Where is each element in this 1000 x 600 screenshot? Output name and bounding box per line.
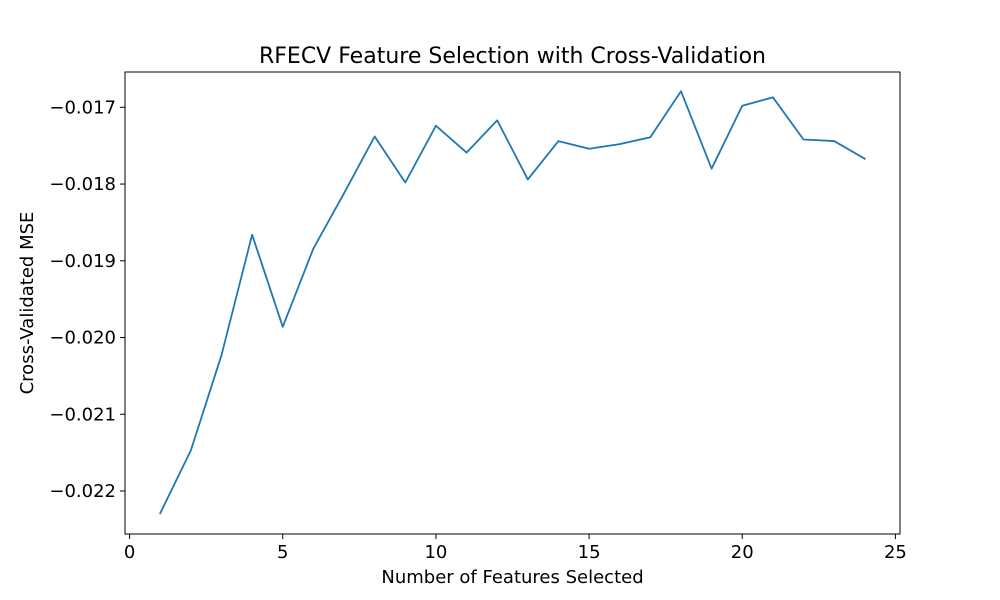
chart-title: RFECV Feature Selection with Cross-Valid…: [259, 44, 766, 69]
y-axis-label: Cross-Validated MSE: [17, 212, 38, 395]
y-tick-label: −0.017: [49, 97, 116, 118]
y-tick-label: −0.018: [49, 174, 116, 195]
y-tick-label: −0.020: [49, 328, 116, 349]
x-axis: 0 5 10 15 20 25: [124, 534, 907, 563]
series-layer: [159, 90, 866, 515]
plot-area: [124, 71, 901, 535]
y-tick-label: −0.021: [49, 404, 116, 425]
y-tick-label: −0.019: [49, 251, 116, 272]
x-tick-label: 5: [277, 542, 288, 563]
y-tick-label: −0.022: [49, 481, 116, 502]
x-tick-label: 15: [578, 542, 601, 563]
x-axis-label: Number of Features Selected: [381, 567, 643, 588]
x-tick-label: 20: [731, 542, 754, 563]
x-tick-label: 10: [424, 542, 447, 563]
x-tick-label: 0: [124, 542, 135, 563]
x-tick-label: 25: [884, 542, 907, 563]
series-line: [159, 90, 866, 515]
y-axis: −0.022 −0.021 −0.020 −0.019 −0.018 −0.017: [49, 97, 125, 502]
